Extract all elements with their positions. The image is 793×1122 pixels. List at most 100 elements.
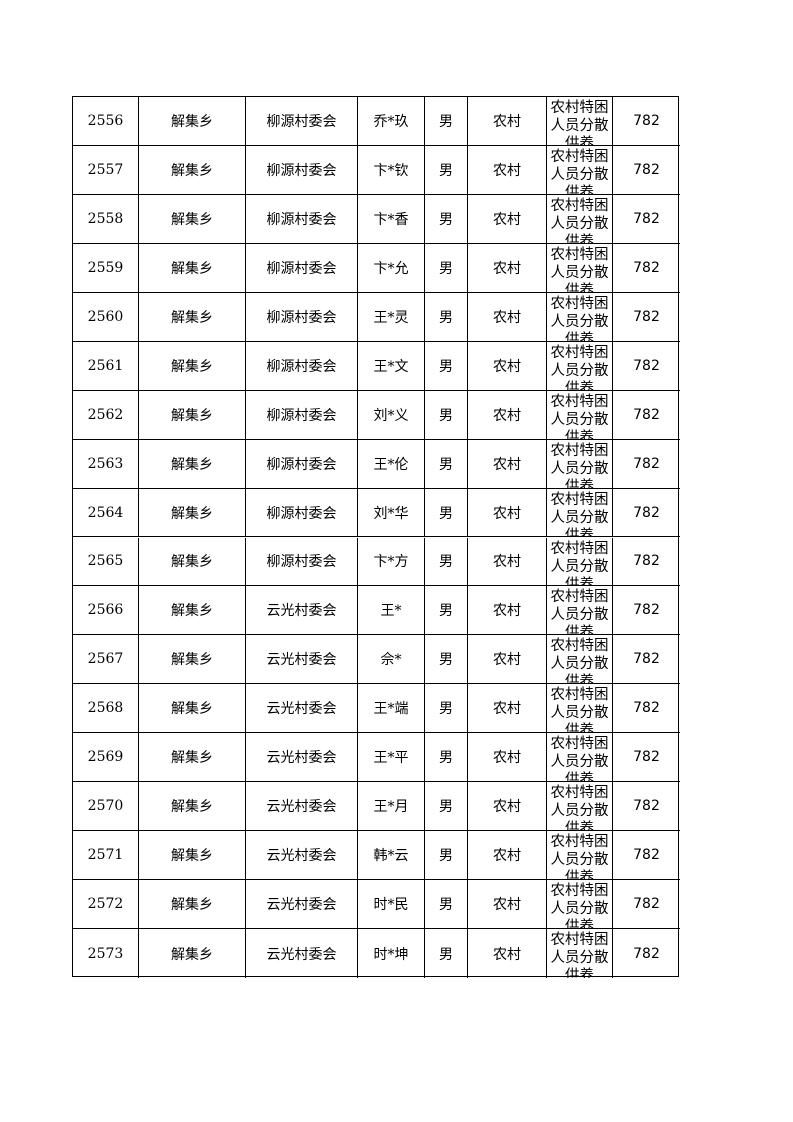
support-type: 农村特困人员分散供养 [547,880,613,930]
row-number: 2564 [73,488,139,538]
person-name: 韩*云 [358,831,425,881]
row-number: 2556 [73,97,139,146]
amount: 782 [613,489,680,538]
person-name: 时*坤 [358,929,425,978]
gender: 男 [425,97,468,146]
row-number: 2573 [73,929,139,978]
village: 柳源村委会 [246,97,358,146]
amount: 782 [613,244,680,293]
support-type: 农村特困人员分散供养 [547,782,613,832]
township: 解集乡 [139,439,246,489]
support-type: 农村特困人员分散供养 [547,929,613,978]
township: 解集乡 [139,782,246,832]
gender: 男 [425,782,468,832]
support-type: 农村特困人员分散供养 [547,733,613,783]
support-type: 农村特困人员分散供养 [547,292,613,342]
township: 解集乡 [139,733,246,783]
gender: 男 [425,586,468,636]
gender: 男 [425,635,468,685]
residence: 农村 [468,782,547,832]
township: 解集乡 [139,880,246,930]
residence: 农村 [468,733,547,783]
village: 云光村委会 [246,684,358,734]
person-name: 时*民 [358,880,425,930]
residence: 农村 [468,929,547,978]
amount: 782 [613,97,680,146]
township: 解集乡 [139,586,246,636]
village: 云光村委会 [246,586,358,636]
row-number: 2571 [73,831,139,881]
amount: 782 [613,635,680,685]
amount: 782 [613,782,680,832]
township: 解集乡 [139,831,246,881]
person-name: 卞*允 [358,243,425,293]
person-name: 王*伦 [358,439,425,489]
village: 云光村委会 [246,733,358,783]
township: 解集乡 [139,194,246,244]
township: 解集乡 [139,243,246,293]
support-type: 农村特困人员分散供养 [547,243,613,293]
amount: 782 [613,831,680,881]
township: 解集乡 [139,390,246,440]
gender: 男 [425,488,468,538]
amount: 782 [613,293,680,342]
row-number: 2569 [73,733,139,783]
row-number: 2560 [73,292,139,342]
village: 柳源村委会 [246,390,358,440]
row-number: 2559 [73,243,139,293]
person-name: 卞*香 [358,194,425,244]
table: 2556 解集乡 柳源村委会 乔*玖男农村 农村特困人员分散供养 782 2557 解集乡 柳源… [72,96,680,978]
residence: 农村 [468,390,547,440]
person-name: 卞*方 [358,537,425,587]
gender: 男 [425,341,468,391]
row-number: 2572 [73,880,139,930]
support-type: 农村特困人员分散供养 [547,145,613,195]
row-number: 2566 [73,586,139,636]
person-name: 王*端 [358,684,425,734]
support-type: 农村特困人员分散供养 [547,97,613,146]
support-type: 农村特困人员分散供养 [547,684,613,734]
village: 云光村委会 [246,635,358,685]
row-number: 2557 [73,145,139,195]
residence: 农村 [468,635,547,685]
row-number: 2568 [73,684,139,734]
amount: 782 [613,440,680,489]
amount: 782 [613,684,680,734]
support-type: 农村特困人员分散供养 [547,341,613,391]
residence: 农村 [468,880,547,930]
amount: 782 [613,586,680,636]
village: 柳源村委会 [246,145,358,195]
gender: 男 [425,145,468,195]
amount: 782 [633,945,660,962]
village: 云光村委会 [246,929,358,978]
village: 柳源村委会 [246,341,358,391]
residence: 农村 [468,194,547,244]
person-name: 卞*钦 [358,145,425,195]
township: 解集乡 [139,97,246,146]
person-name: 王*平 [358,733,425,783]
person-name: 王*月 [358,782,425,832]
amount: 782 [613,538,680,587]
residence: 农村 [468,831,547,881]
township: 解集乡 [139,537,246,587]
village: 柳源村委会 [246,194,358,244]
amount: 782 [613,195,680,244]
residence: 农村 [468,439,547,489]
gender: 男 [425,537,468,587]
amount: 782 [613,391,680,440]
village: 柳源村委会 [246,488,358,538]
residence: 农村 [468,341,547,391]
residence: 农村 [468,145,547,195]
village: 柳源村委会 [246,243,358,293]
person-name: 王*文 [358,341,425,391]
village: 柳源村委会 [246,537,358,587]
gender: 男 [425,929,468,978]
row-number: 2563 [73,439,139,489]
gender: 男 [425,439,468,489]
support-type: 农村特困人员分散供养 [547,439,613,489]
amount: 782 [613,733,680,783]
residence: 农村 [468,586,547,636]
support-type: 农村特困人员分散供养 [547,586,613,636]
gender: 男 [425,390,468,440]
